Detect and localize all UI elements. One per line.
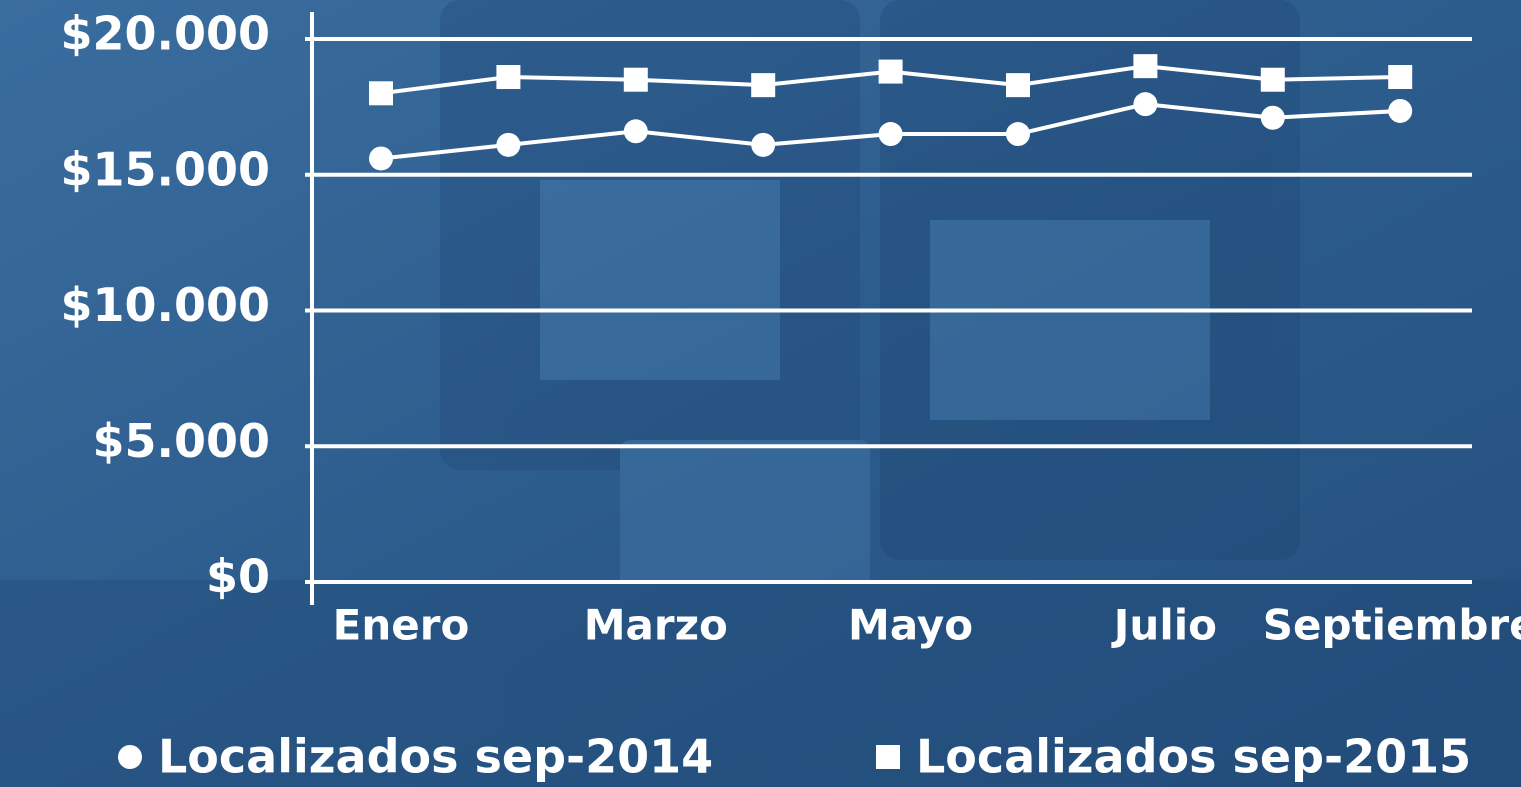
marker — [879, 122, 903, 146]
marker — [751, 73, 775, 97]
y-tick-label: $0 — [206, 550, 270, 604]
marker — [751, 133, 775, 157]
marker — [624, 119, 648, 143]
x-tick-label: Marzo — [584, 601, 728, 650]
marker — [1006, 122, 1030, 146]
page: {"chart_data": {"type": "line", "categor… — [0, 0, 1521, 787]
y-tick-label: $20.000 — [60, 7, 270, 61]
chart: Localizados sep-2014 Localizados sep-2015… — [0, 0, 1521, 787]
x-tick-label: Julio — [1111, 601, 1217, 650]
marker — [1133, 54, 1157, 78]
x-tick-label: Mayo — [848, 601, 973, 650]
y-tick-label: $5.000 — [92, 414, 270, 468]
x-tick-label: Septiembre — [1263, 601, 1521, 650]
marker — [1261, 106, 1285, 130]
legend-marker — [118, 745, 142, 769]
marker — [1006, 73, 1030, 97]
marker — [496, 65, 520, 89]
marker — [369, 81, 393, 105]
marker — [1388, 99, 1412, 123]
y-tick-label: $10.000 — [60, 278, 270, 332]
marker — [879, 60, 903, 84]
marker — [1261, 68, 1285, 92]
marker — [1388, 65, 1412, 89]
marker — [1133, 92, 1157, 116]
marker — [624, 68, 648, 92]
x-tick-label: Enero — [333, 601, 470, 650]
marker — [496, 133, 520, 157]
legend-label: Localizados sep-2015 — [916, 730, 1471, 784]
legend-marker — [876, 745, 900, 769]
marker — [369, 146, 393, 170]
y-tick-label: $15.000 — [60, 142, 270, 196]
legend-label: Localizados sep-2014 — [158, 730, 713, 784]
